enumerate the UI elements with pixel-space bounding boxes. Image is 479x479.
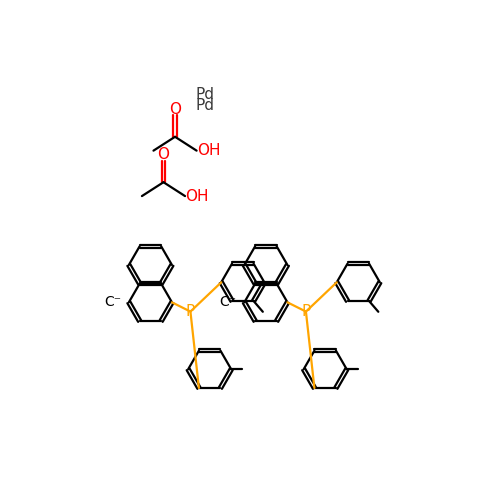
Text: P: P [301,304,310,319]
Text: Pd: Pd [196,99,215,114]
Text: C⁻: C⁻ [104,296,121,309]
Text: O: O [158,147,170,162]
Text: O: O [169,102,181,116]
Text: C⁻: C⁻ [219,296,237,309]
Text: OH: OH [197,143,221,158]
Text: OH: OH [185,189,209,204]
Text: Pd: Pd [196,87,215,102]
Text: P: P [186,304,195,319]
